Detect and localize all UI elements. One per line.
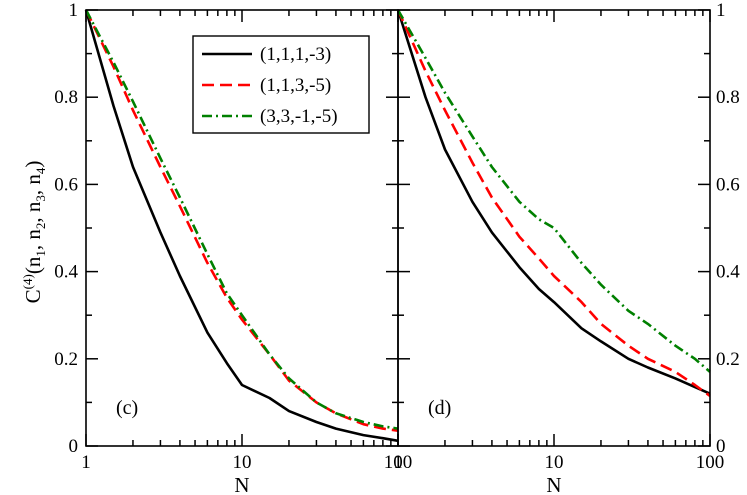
- legend-label-series-1: (1,1,1,-3): [260, 44, 331, 65]
- x-tick-label: 10: [545, 452, 564, 473]
- x-tick-label: 100: [696, 452, 725, 473]
- series-line-3: [396, 9, 711, 373]
- y-tick-label: 0.4: [716, 262, 740, 283]
- x-tick-label: 1: [81, 452, 91, 473]
- y-tick-label: 0: [716, 436, 726, 457]
- x-tick-label: 1: [393, 452, 403, 473]
- x-axis-label: N: [234, 473, 249, 495]
- panel-label: (d): [428, 397, 451, 419]
- series-line-3: [84, 9, 399, 430]
- y-tick-label: 0.6: [54, 174, 78, 195]
- y-tick-label: 0.2: [54, 349, 78, 370]
- x-tick-label: 10: [233, 452, 252, 473]
- legend-label-series-2: (1,1,3,-5): [260, 75, 331, 96]
- x-tick-label: 100: [384, 452, 413, 473]
- y-tick-label: 0.6: [716, 174, 740, 195]
- y-tick-label: 0.8: [716, 87, 740, 108]
- y-tick-label: 0.8: [54, 87, 78, 108]
- series-line-2: [396, 9, 711, 397]
- x-axis-label: N: [546, 473, 561, 495]
- y-axis-label: C(4)(n1, n2, n3, n4): [20, 161, 48, 304]
- panel-c: 1 10 100 0 0.2 0.4 0.6 0.8 1 N (c): [54, 0, 412, 495]
- y-tick-label: 0.2: [716, 349, 740, 370]
- y-tick-label: 1: [716, 0, 726, 21]
- legend-label-series-3: (3,3,-1,-5): [260, 106, 338, 127]
- y-tick-label: 0.4: [54, 262, 78, 283]
- plot-frame: [397, 9, 711, 447]
- series-line-2: [84, 9, 399, 432]
- legend: (1,1,1,-3) (1,1,3,-5) (3,3,-1,-5): [192, 35, 370, 134]
- series-line-1: [396, 9, 711, 395]
- y-tick-label: 0: [69, 436, 79, 457]
- y-tick-label: 1: [69, 0, 79, 21]
- series-line-1: [84, 9, 399, 443]
- panel-label: (c): [116, 397, 138, 419]
